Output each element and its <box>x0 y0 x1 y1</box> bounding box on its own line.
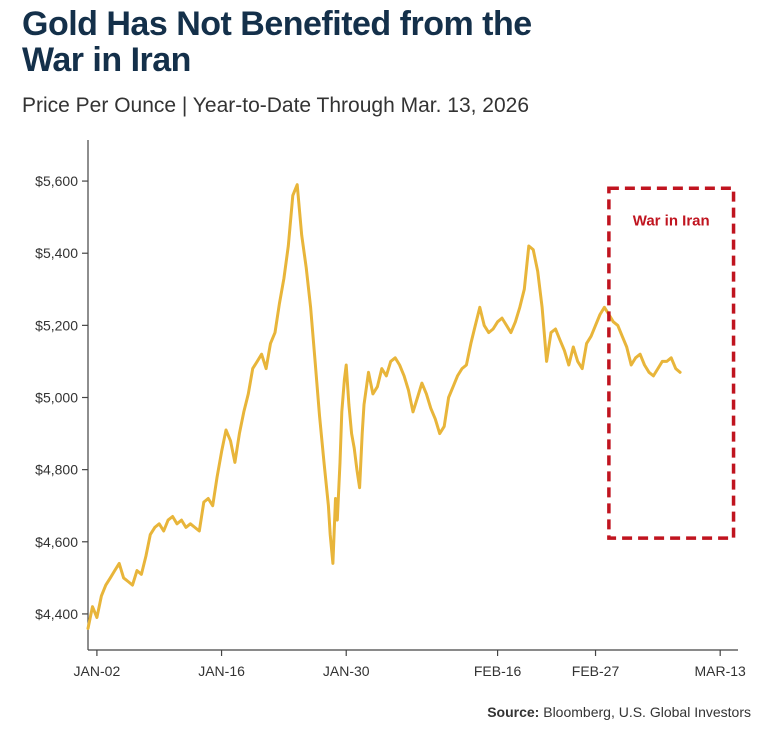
source-label: Source: <box>487 704 540 720</box>
chart-title: Gold Has Not Benefited from the War in I… <box>22 6 762 78</box>
y-tick-label: $4,800 <box>35 462 78 478</box>
y-tick-label: $5,600 <box>35 173 78 189</box>
y-tick-label: $4,400 <box>35 606 78 622</box>
chart-title-line1: Gold Has Not Benefited from the <box>22 5 532 43</box>
war-in-iran-box <box>607 186 736 540</box>
y-tick-label: $5,000 <box>35 390 78 406</box>
x-tick-label: JAN-30 <box>323 663 370 679</box>
x-tick-label: MAR-13 <box>695 663 747 679</box>
y-tick-label: $5,400 <box>35 245 78 261</box>
x-tick-label: FEB-16 <box>474 663 522 679</box>
x-tick-label: JAN-02 <box>74 663 121 679</box>
war-in-iran-label: War in Iran <box>633 212 710 229</box>
y-tick-label: $4,600 <box>35 534 78 550</box>
chart-subtitle: Price Per Ounce | Year-to-Date Through M… <box>22 94 530 117</box>
x-tick-label: FEB-27 <box>572 663 620 679</box>
y-tick-label: $5,200 <box>35 317 78 333</box>
source-note: Source: Bloomberg, U.S. Global Investors <box>487 704 751 720</box>
chart-title-line2: War in Iran <box>22 41 191 79</box>
source-text: Bloomberg, U.S. Global Investors <box>543 704 751 720</box>
x-tick-label: JAN-16 <box>198 663 245 679</box>
gold-price-line <box>86 183 682 630</box>
